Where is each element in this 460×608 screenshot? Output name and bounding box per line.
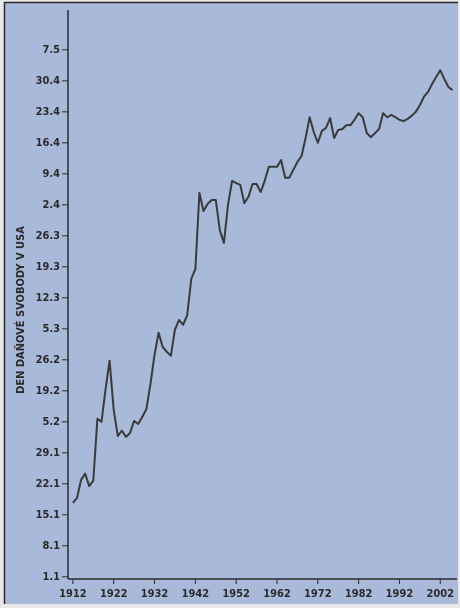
y-tick-label: 26.2: [36, 353, 61, 366]
y-tick-label: 23.4: [36, 105, 61, 118]
y-tick-label: 9.4: [42, 167, 60, 180]
x-tick-label: 1942: [182, 587, 210, 600]
y-tick-label: 12.3: [36, 291, 61, 304]
y-tick-label: 15.1: [36, 508, 61, 521]
x-tick-label: 2002: [426, 587, 454, 600]
y-tick-label: 22.1: [36, 477, 61, 490]
y-tick-label: 5.2: [42, 415, 60, 428]
y-tick-label: 5.3: [42, 322, 60, 335]
y-tick-label: 8.1: [42, 539, 60, 552]
y-tick-label: 29.1: [36, 446, 61, 459]
x-tick-label: 1972: [304, 587, 332, 600]
chart-background: [4, 2, 458, 604]
y-tick-label: 26.3: [36, 229, 61, 242]
x-tick-label: 1922: [100, 587, 128, 600]
y-tick-label: 19.3: [36, 260, 61, 273]
y-tick-label: 30.4: [36, 74, 61, 87]
y-tick-label: 1.1: [42, 570, 60, 583]
x-tick-label: 1962: [263, 587, 291, 600]
x-tick-label: 1912: [59, 587, 87, 600]
y-tick-label: 2.4: [42, 198, 60, 211]
y-axis-label: DEN DAŇOVÉ SVOBODY V USA: [14, 226, 27, 394]
data-line: [72, 69, 454, 504]
y-tick-label: 7.5: [42, 43, 60, 56]
x-tick-label: 1952: [222, 587, 250, 600]
x-tick-label: 1982: [345, 587, 373, 600]
y-tick-label: 19.2: [36, 384, 61, 397]
y-tick-label: 16.4: [36, 136, 61, 149]
x-tick-label: 1932: [141, 587, 169, 600]
x-tick-label: 1992: [386, 587, 414, 600]
